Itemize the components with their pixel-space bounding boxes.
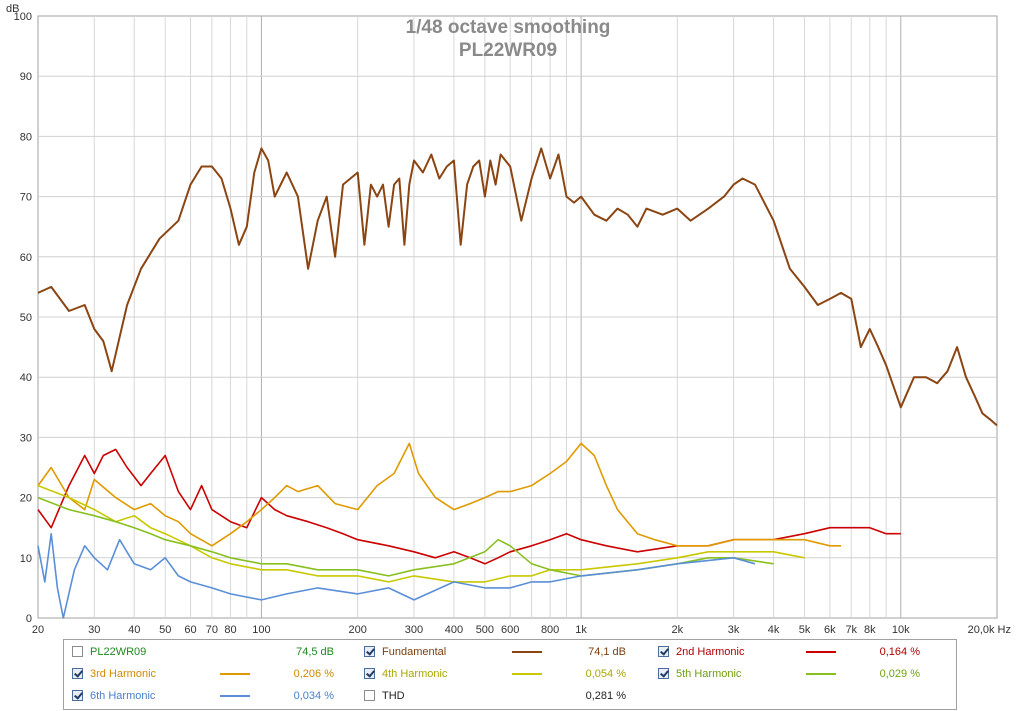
y-tick-label: 60: [20, 252, 32, 264]
checkbox[interactable]: [658, 646, 669, 657]
x-tick-label: 1k: [575, 624, 587, 636]
x-tick-label: 30: [88, 624, 100, 636]
legend-value: 0,029 %: [879, 668, 920, 680]
legend-line-swatch: [512, 673, 542, 675]
legend-line-swatch: [220, 695, 250, 697]
legend-name: 5th Harmonic: [676, 668, 742, 680]
chart-title: 1/48 octave smoothing: [406, 17, 611, 38]
y-tick-label: 40: [20, 372, 32, 384]
x-tick-label: 100: [252, 624, 270, 636]
y-tick-label: 20: [20, 493, 32, 505]
x-tick-label: 7k: [845, 624, 857, 636]
x-tick-label: 3k: [728, 624, 740, 636]
checkbox[interactable]: [658, 668, 669, 679]
x-tick-label: 2k: [672, 624, 684, 636]
x-tick-label: 20,0k Hz: [968, 624, 1011, 636]
legend-item-4th-harmonic[interactable]: 4th Harmonic 0,054 %: [364, 666, 649, 682]
y-axis-label: dB: [6, 3, 19, 15]
y-tick-label: 50: [20, 312, 32, 324]
x-tick-label: 300: [405, 624, 423, 636]
x-axis-ticks: 20 30 40 50 60 70 80 100 200 300 400 500 600 800 1k 2k 3…: [32, 624, 1011, 636]
legend-value: 74,1 dB: [588, 646, 626, 658]
x-tick-label: 10k: [892, 624, 910, 636]
legend-value: 74,5 dB: [296, 646, 334, 658]
legend-value: 0,281 %: [585, 690, 626, 702]
legend-item-3rd-harmonic[interactable]: 3rd Harmonic 0,206 %: [72, 666, 357, 682]
grid-lines: [38, 16, 997, 618]
legend-line-swatch: [512, 651, 542, 653]
legend-item-6th-harmonic[interactable]: 6th Harmonic 0,034 %: [72, 688, 357, 704]
x-tick-label: 8k: [864, 624, 876, 636]
frequency-response-chart: 20 30 40 50 60 70 80 100 200 300 400 500 600 800 1k 2k 3…: [6, 3, 1011, 636]
x-tick-label: 70: [206, 624, 218, 636]
x-tick-label: 5k: [799, 624, 811, 636]
legend-value: 0,206 %: [293, 668, 334, 680]
x-tick-label: 400: [445, 624, 463, 636]
y-axis-ticks: 0 10 20 30 40 50 60 70 80 90 100: [14, 11, 32, 625]
legend-item-fundamental[interactable]: Fundamental 74,1 dB: [364, 644, 649, 660]
legend-name: 2nd Harmonic: [676, 646, 745, 658]
checkbox[interactable]: [364, 690, 375, 701]
x-tick-label: 50: [159, 624, 171, 636]
y-tick-label: 30: [20, 432, 32, 444]
checkbox[interactable]: [364, 668, 375, 679]
series-line-6th-harmonic: [37, 532, 756, 619]
checkbox[interactable]: [364, 646, 375, 657]
legend-name: 6th Harmonic: [90, 690, 156, 702]
x-tick-label: 80: [224, 624, 236, 636]
x-tick-label: 600: [501, 624, 519, 636]
y-tick-label: 10: [20, 553, 32, 565]
chart-subtitle: PL22WR09: [459, 40, 557, 61]
checkbox[interactable]: [72, 646, 83, 657]
y-tick-label: 80: [20, 131, 32, 143]
legend-line-swatch: [806, 651, 836, 653]
x-tick-label: 6k: [824, 624, 836, 636]
x-tick-label: 4k: [768, 624, 780, 636]
legend-name: THD: [382, 690, 405, 702]
legend-line-swatch: [220, 673, 250, 675]
legend-value: 0,034 %: [293, 690, 334, 702]
checkbox[interactable]: [72, 668, 83, 679]
y-tick-label: 100: [14, 11, 32, 23]
y-tick-label: 0: [26, 613, 32, 625]
x-tick-label: 500: [476, 624, 494, 636]
legend-name: 4th Harmonic: [382, 668, 448, 680]
x-tick-label: 20: [32, 624, 44, 636]
legend-value: 0,054 %: [585, 668, 626, 680]
legend-name: PL22WR09: [90, 646, 147, 658]
legend-value: 0,164 %: [879, 646, 920, 658]
legend-name: Fundamental: [382, 646, 447, 658]
series-line-3rd-harmonic: [37, 442, 841, 547]
checkbox[interactable]: [72, 690, 83, 701]
x-tick-label: 40: [128, 624, 140, 636]
y-tick-label: 70: [20, 192, 32, 204]
legend-item-pl22wr09[interactable]: PL22WR09 74,5 dB: [72, 644, 352, 660]
x-tick-label: 60: [184, 624, 196, 636]
legend-panel: PL22WR09 74,5 dB Fundamental 74,1 dB 2nd H…: [63, 639, 957, 710]
series-lines: [37, 147, 998, 619]
x-tick-label: 800: [541, 624, 559, 636]
x-tick-label: 200: [348, 624, 366, 636]
legend-item-2nd-harmonic[interactable]: 2nd Harmonic 0,164 %: [658, 644, 943, 660]
legend-item-thd[interactable]: THD 0,281 %: [364, 688, 649, 704]
legend-line-swatch: [806, 673, 836, 675]
y-tick-label: 90: [20, 71, 32, 83]
legend-name: 3rd Harmonic: [90, 668, 157, 680]
series-line-4th-harmonic: [37, 484, 805, 583]
series-line-fundamental: [37, 147, 998, 427]
legend-item-5th-harmonic[interactable]: 5th Harmonic 0,029 %: [658, 666, 943, 682]
